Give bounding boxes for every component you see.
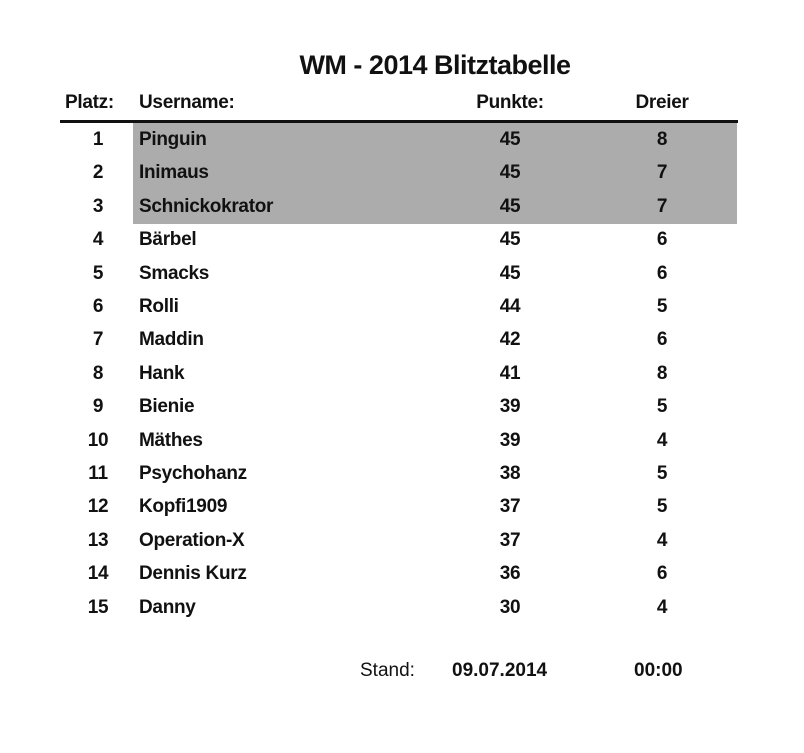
username-cell: Danny — [139, 596, 196, 618]
username-cell: Hank — [139, 362, 185, 384]
stand-label: Stand: — [360, 660, 415, 681]
username-cell: Inimaus — [139, 162, 209, 184]
table-row: 9 Bienie 39 5 — [0, 390, 804, 423]
username-cell: Maddin — [139, 329, 204, 351]
table-row: 11 Psychohanz 38 5 — [0, 457, 804, 490]
header-punkte: Punkte: — [476, 92, 544, 113]
table-row: 8 Hank 41 8 — [0, 357, 804, 390]
username-cell: Bärbel — [139, 229, 197, 251]
rank-cell: 10 — [87, 429, 109, 451]
rank-cell: 2 — [92, 162, 104, 184]
rank-cell: 3 — [92, 195, 104, 217]
rank-cell: 1 — [92, 129, 104, 150]
table-row: 15 Danny 30 4 — [0, 591, 804, 624]
points-cell: 37 — [499, 496, 521, 518]
top3-highlight — [133, 123, 737, 224]
table-row: 5 Smacks 45 6 — [0, 257, 804, 290]
header-platz: Platz: — [65, 92, 114, 113]
dreier-cell: 6 — [656, 563, 668, 585]
header-username: Username: — [139, 92, 235, 113]
username-cell: Psychohanz — [139, 463, 247, 484]
rank-cell: 5 — [92, 262, 104, 284]
stand-time: 00:00 — [634, 660, 683, 681]
dreier-cell: 7 — [656, 162, 668, 184]
dreier-cell: 6 — [656, 229, 668, 251]
rank-cell: 15 — [87, 596, 109, 618]
table-row: 2 Inimaus 45 7 — [0, 156, 804, 189]
points-cell: 30 — [499, 596, 521, 618]
dreier-cell: 5 — [656, 296, 668, 317]
points-cell: 37 — [499, 529, 521, 551]
rank-cell: 13 — [87, 529, 109, 551]
username-cell: Kopfi1909 — [139, 496, 228, 518]
points-cell: 45 — [499, 195, 521, 217]
username-cell: Dennis Kurz — [139, 563, 247, 585]
username-cell: Pinguin — [139, 129, 207, 150]
table-row: 10 Mäthes 39 4 — [0, 424, 804, 457]
points-cell: 42 — [499, 329, 521, 351]
dreier-cell: 4 — [656, 429, 668, 451]
page-title: WM - 2014 Blitztabelle — [299, 50, 571, 80]
username-cell: Bienie — [139, 396, 195, 418]
dreier-cell: 5 — [656, 396, 668, 418]
rank-cell: 8 — [92, 362, 104, 384]
points-cell: 38 — [499, 463, 521, 484]
points-cell: 44 — [499, 296, 521, 317]
dreier-cell: 4 — [656, 596, 668, 618]
points-cell: 45 — [499, 262, 521, 284]
username-cell: Mäthes — [139, 429, 203, 451]
points-cell: 45 — [499, 162, 521, 184]
points-cell: 45 — [499, 229, 521, 251]
username-cell: Smacks — [139, 262, 210, 284]
dreier-cell: 5 — [656, 496, 668, 518]
dreier-cell: 8 — [656, 362, 668, 384]
dreier-cell: 6 — [656, 262, 668, 284]
rank-cell: 12 — [87, 496, 109, 518]
header-rule — [60, 120, 738, 123]
table-row: 3 Schnickokrator 45 7 — [0, 190, 804, 223]
rank-cell: 4 — [92, 229, 104, 251]
table-row: 14 Dennis Kurz 36 6 — [0, 557, 804, 590]
username-cell: Rolli — [139, 296, 179, 317]
dreier-cell: 6 — [656, 329, 668, 351]
stand-date: 09.07.2014 — [452, 660, 548, 681]
table-row: 6 Rolli 44 5 — [0, 290, 804, 323]
points-cell: 41 — [499, 362, 521, 384]
rank-cell: 6 — [92, 296, 104, 317]
dreier-cell: 4 — [656, 529, 668, 551]
table-row: 4 Bärbel 45 6 — [0, 223, 804, 256]
dreier-cell: 8 — [656, 129, 668, 150]
points-cell: 39 — [499, 429, 521, 451]
rank-cell: 7 — [92, 329, 104, 351]
rank-cell: 14 — [87, 563, 109, 585]
username-cell: Schnickokrator — [139, 195, 274, 217]
rank-cell: 9 — [92, 396, 104, 418]
table-row: 7 Maddin 42 6 — [0, 323, 804, 356]
points-cell: 45 — [499, 129, 521, 150]
table-row: 12 Kopfi1909 37 5 — [0, 490, 804, 523]
points-cell: 39 — [499, 396, 521, 418]
points-cell: 36 — [499, 563, 521, 585]
dreier-cell: 5 — [656, 463, 668, 484]
dreier-cell: 7 — [656, 195, 668, 217]
table-row: 1 Pinguin 45 8 — [0, 123, 804, 156]
header-dreier: Dreier — [635, 92, 689, 113]
username-cell: Operation-X — [139, 529, 245, 551]
table-row: 13 Operation-X 37 4 — [0, 524, 804, 557]
rank-cell: 11 — [88, 463, 108, 484]
